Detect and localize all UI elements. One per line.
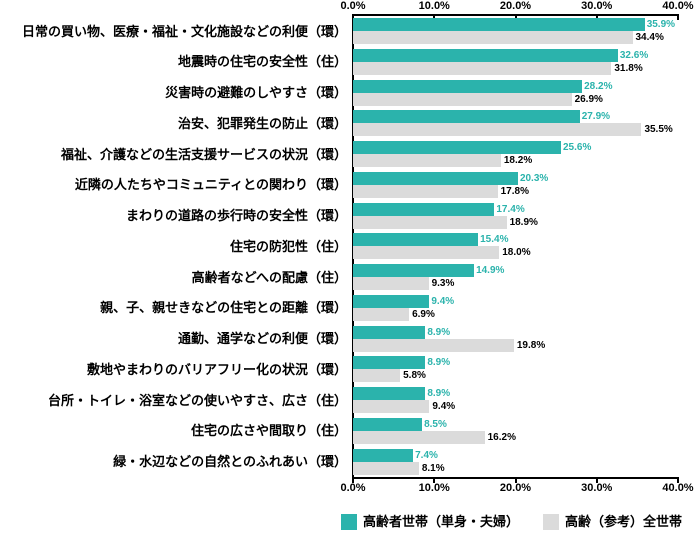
category-label: 住宅の広さや間取り（住）: [190, 423, 347, 439]
bar-value-all-households: 6.9%: [412, 308, 435, 320]
bar-all-households: [353, 92, 572, 106]
bar-value-elderly-household: 32.6%: [619, 49, 649, 61]
bar-elderly-household: [353, 171, 518, 185]
category-label: 近隣の人たちやコミュニティとの関わり（環）: [74, 177, 347, 193]
category-label: 地震時の住宅の安全性（住）: [177, 54, 347, 70]
legend-swatch-elderly-household: [341, 514, 357, 530]
x-axis-tick-label-top: 30.0%: [581, 0, 613, 12]
category-label: まわりの道路の歩行時の安全性（環）: [125, 208, 347, 223]
x-axis-tick-bottom: [677, 479, 679, 483]
x-axis-tick-bottom: [433, 479, 436, 483]
bar-elderly-household: [353, 325, 426, 339]
bar-all-households: [353, 215, 507, 229]
bar-elderly-household: [353, 417, 423, 431]
bar-value-elderly-household: 20.3%: [519, 172, 549, 184]
x-axis-tick-label-top: 10.0%: [418, 0, 450, 12]
bar-all-households: [353, 184, 498, 198]
bar-value-all-households: 9.4%: [432, 401, 456, 412]
x-axis-tick-bottom: [352, 479, 354, 483]
bar-value-all-households: 31.8%: [614, 62, 643, 74]
bar-all-households: [353, 246, 500, 260]
x-axis-tick-label-top: 40.0%: [662, 0, 694, 12]
bar-elderly-household: [353, 294, 430, 308]
bar-all-households: [353, 461, 419, 475]
bar-value-elderly-household: 35.9%: [646, 19, 676, 30]
bar-all-households: [353, 400, 430, 413]
bar-all-households: [353, 369, 401, 383]
bar-value-elderly-household: 7.4%: [415, 449, 438, 461]
bar-elderly-household: [353, 387, 426, 400]
bar-value-all-households: 35.5%: [644, 124, 673, 136]
category-label: 台所・トイレ・浴室などの使いやすさ、広さ（住）: [47, 392, 347, 408]
x-axis-tick-bottom: [595, 479, 598, 483]
bar-value-all-households: 8.1%: [421, 462, 445, 474]
bar-elderly-household: [353, 264, 475, 277]
bar-value-all-households: 18.9%: [509, 216, 538, 228]
bar-all-households: [353, 154, 501, 167]
bar-elderly-household: [353, 18, 645, 31]
category-label: 災害時の避難のしやすさ（環）: [165, 85, 347, 100]
bar-elderly-household: [353, 141, 561, 154]
bar-elderly-household: [353, 48, 618, 62]
bar-value-elderly-household: 25.6%: [563, 142, 592, 153]
bar-value-elderly-household: 28.2%: [584, 80, 613, 92]
bar-all-households: [353, 430, 485, 444]
legend-swatch-all-households: [543, 514, 559, 530]
x-axis-tick-label-top: 20.0%: [499, 0, 532, 12]
x-axis-tick-label-bottom: 40.0%: [662, 482, 694, 494]
bar-all-households: [353, 61, 612, 75]
bar-elderly-household: [353, 79, 583, 93]
category-label: 敷地やまわりのバリアフリー化の状況（環）: [86, 361, 347, 377]
bar-value-all-households: 18.2%: [503, 155, 533, 166]
x-axis-tick-label-bottom: 30.0%: [581, 482, 613, 494]
bar-all-households: [353, 307, 410, 321]
category-label: 通勤、通学などの利便（環）: [177, 331, 347, 346]
x-axis-line-bottom: [352, 477, 679, 479]
bar-elderly-household: [353, 356, 426, 370]
x-axis-tick-label-bottom: 10.0%: [418, 482, 450, 494]
bar-value-elderly-household: 14.9%: [476, 265, 505, 276]
bar-value-all-households: 17.8%: [500, 185, 529, 197]
bar-value-all-households: 19.8%: [516, 339, 546, 351]
bar-value-all-households: 16.2%: [487, 431, 516, 443]
x-axis-line-top: [352, 14, 679, 16]
category-label: 住宅の防犯性（住）: [229, 238, 347, 254]
bar-value-all-households: 5.8%: [403, 370, 426, 382]
x-axis-tick-label-bottom: 20.0%: [499, 482, 532, 494]
bar-value-elderly-household: 8.9%: [427, 326, 451, 338]
bar-elderly-household: [353, 448, 414, 462]
bar-all-households: [353, 277, 429, 290]
bar-value-elderly-household: 17.4%: [496, 203, 525, 215]
bar-value-elderly-household: 9.4%: [431, 295, 455, 307]
bar-value-elderly-household: 8.5%: [424, 418, 447, 430]
x-axis-tick-bottom: [514, 479, 517, 483]
bar-value-all-households: 18.0%: [502, 247, 531, 259]
legend-label-all-households: 高齢（参考）全世帯: [565, 514, 683, 529]
x-axis-tick-label-bottom: 0.0%: [340, 482, 366, 494]
bar-all-households: [353, 123, 642, 137]
bar-elderly-household: [353, 202, 495, 216]
category-label: 福祉、介護などの生活支援サービスの状況（環）: [60, 146, 347, 162]
bar-all-households: [353, 31, 633, 44]
bar-elderly-household: [353, 110, 580, 124]
bar-elderly-household: [353, 233, 479, 247]
bar-value-elderly-household: 8.9%: [427, 357, 451, 369]
bar-value-all-households: 26.9%: [574, 93, 603, 105]
bar-value-elderly-household: 15.4%: [480, 234, 509, 246]
bar-value-all-households: 9.3%: [431, 278, 455, 289]
bar-value-all-households: 34.4%: [635, 32, 664, 43]
bar-value-elderly-household: 27.9%: [581, 111, 611, 123]
category-label: 治安、犯罪発生の防止（環）: [177, 115, 347, 131]
legend-label-elderly-household: 高齢者世帯（単身・夫婦）: [363, 514, 520, 529]
category-label: 緑・水辺などの自然とのふれあい（環）: [113, 454, 347, 469]
category-label: 高齢者などへの配慮（住）: [191, 269, 347, 285]
bar-value-elderly-household: 8.9%: [427, 388, 451, 399]
category-label: 親、子、親せきなどの住宅との距離（環）: [100, 300, 347, 316]
x-axis-tick-label-top: 0.0%: [340, 0, 366, 12]
category-label: 日常の買い物、医療・福祉・文化施設などの利便（環）: [21, 23, 347, 39]
bar-all-households: [353, 338, 514, 352]
x-axis-tick-top: [677, 16, 679, 20]
